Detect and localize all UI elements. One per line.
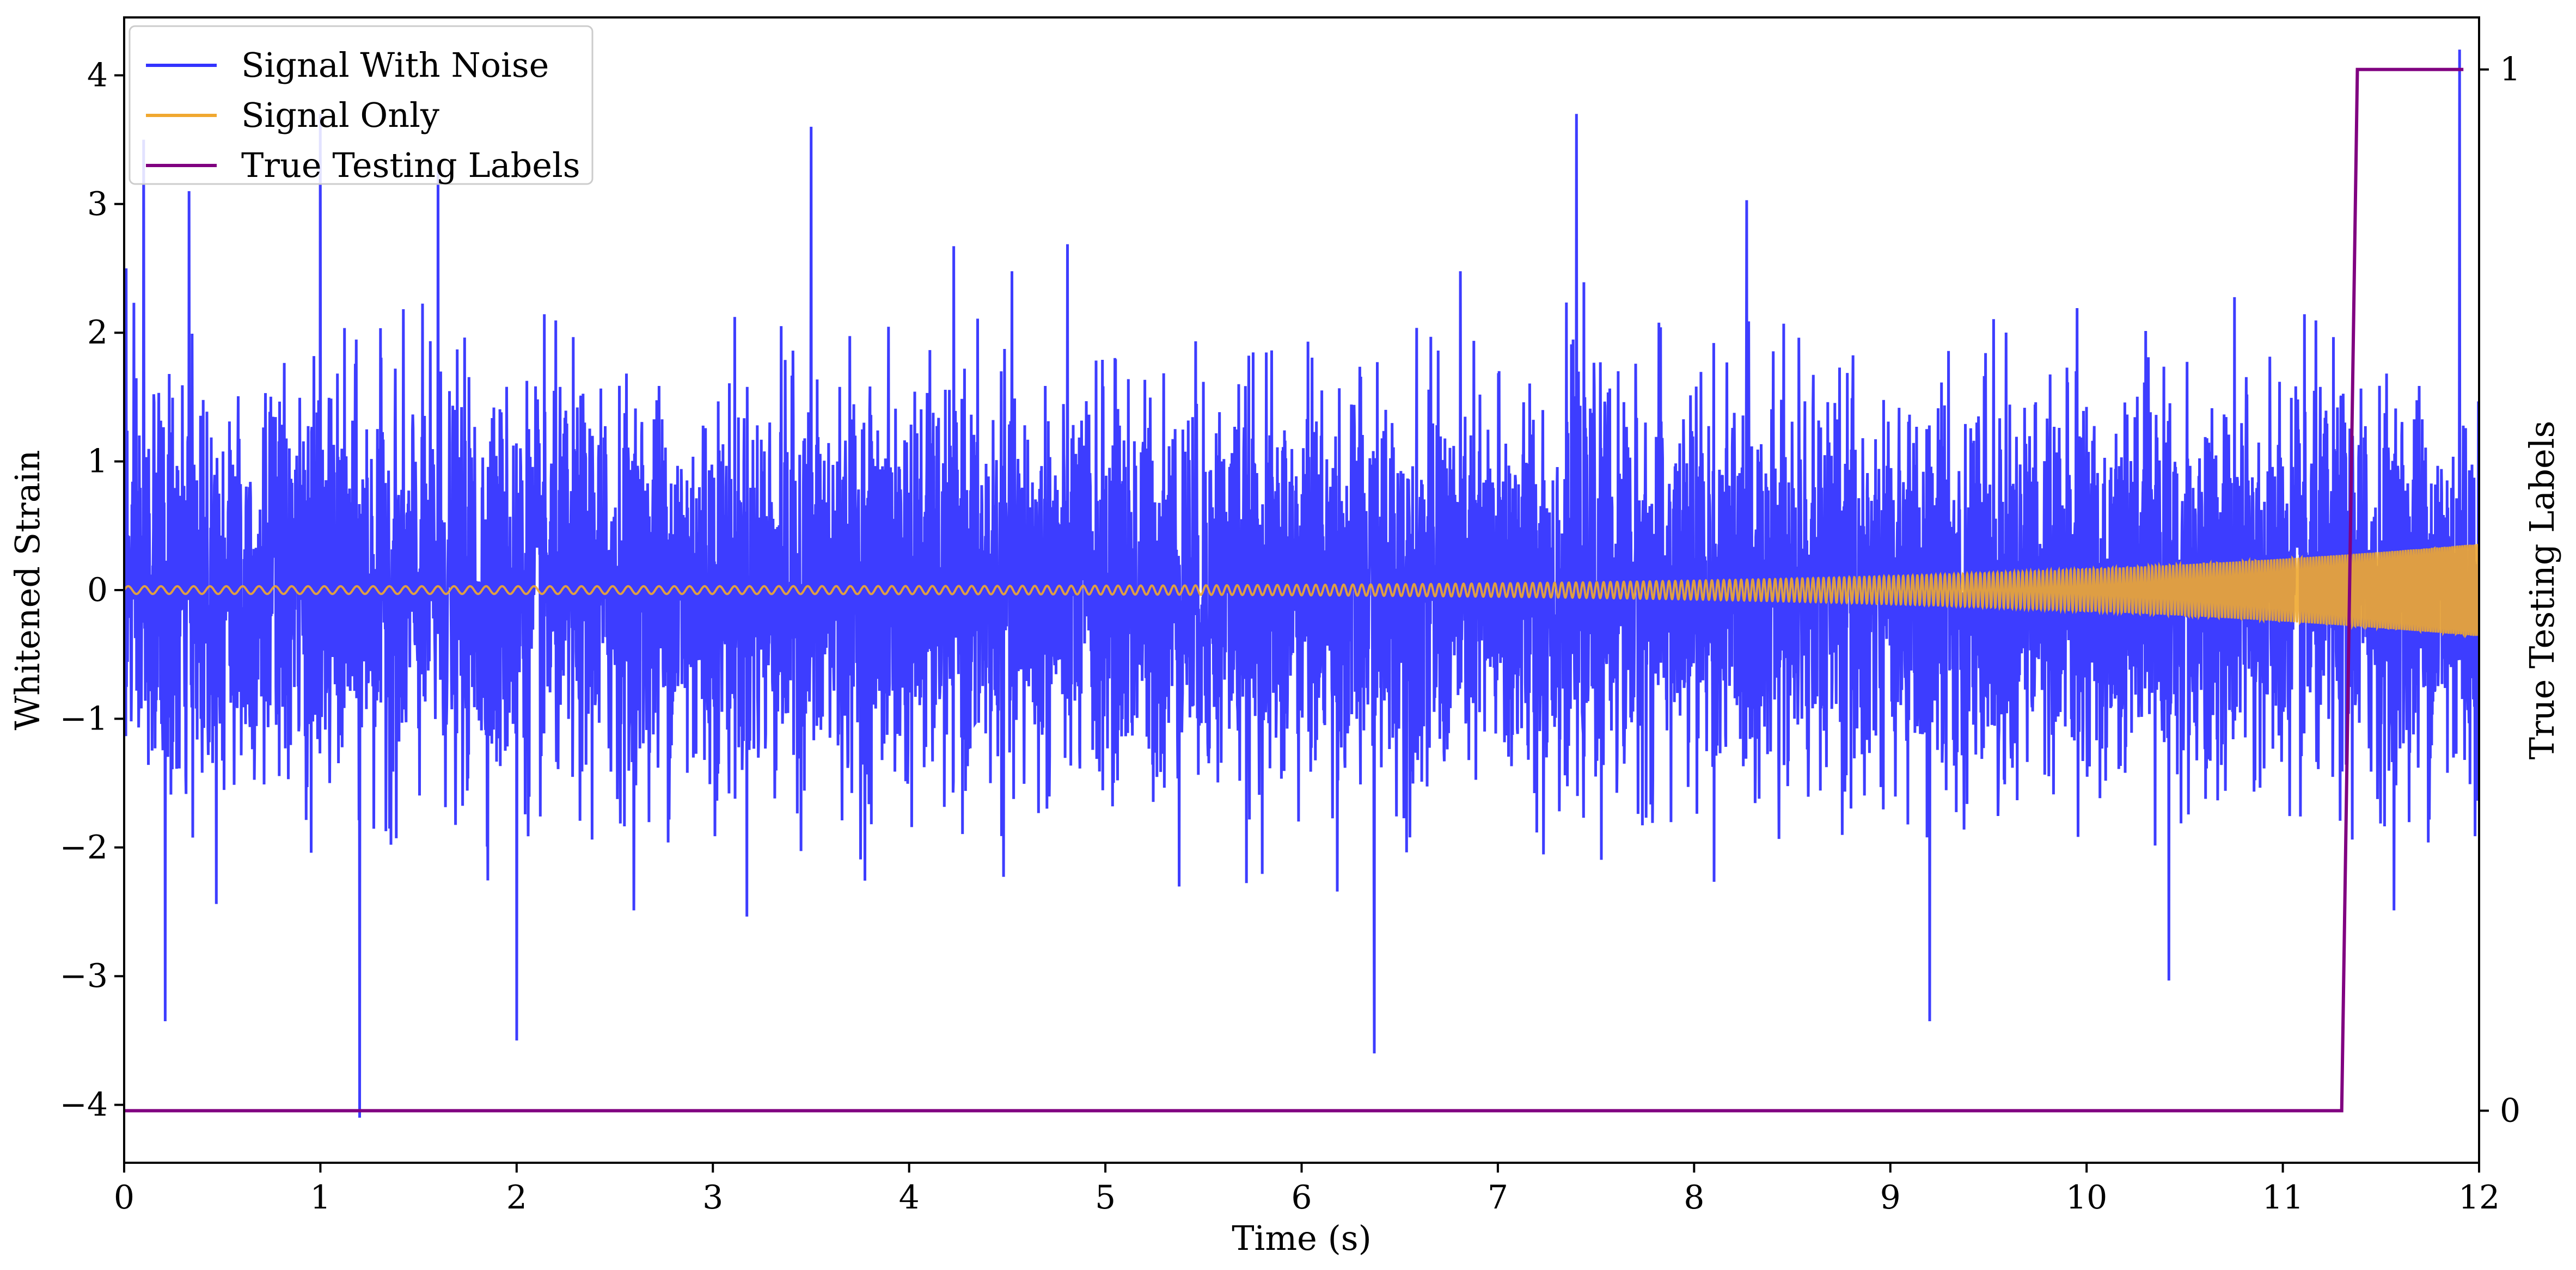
series-signal-only: [124, 544, 2479, 639]
y-tick-label: −2: [60, 829, 108, 867]
series-signal-with-noise: [124, 50, 2479, 1118]
x-tick-label: 11: [2262, 1179, 2303, 1217]
legend-entry-signal-only-label: Signal Only: [241, 95, 439, 135]
y-tick-label: 3: [87, 185, 108, 223]
x-tick-label: 12: [2458, 1179, 2500, 1217]
x-tick-label: 7: [1488, 1179, 1508, 1217]
y-tick-label: −3: [60, 957, 108, 995]
x-tick-label: 10: [2066, 1179, 2107, 1217]
x-axis-label: Time (s): [1232, 1218, 1372, 1258]
y-tick-label: −4: [60, 1086, 108, 1124]
x-tick-label: 2: [506, 1179, 527, 1217]
y2-tick-label: 0: [2500, 1091, 2520, 1130]
y-tick-label: 4: [87, 56, 108, 94]
y-tick-label: −1: [60, 700, 108, 738]
y-tick-label: 2: [87, 314, 108, 352]
legend: Signal With Noise Signal Only True Testing…: [129, 25, 593, 185]
legend-box: [129, 25, 593, 185]
x-tick-label: 0: [114, 1179, 134, 1217]
y2-tick-label: 1: [2500, 51, 2520, 89]
y-tick-label: 0: [87, 571, 108, 609]
legend-entry-true-testing-labels-label: True Testing Labels: [241, 145, 580, 185]
y-axis-label: Whitened Strain: [8, 450, 47, 731]
x-tick-label: 6: [1291, 1179, 1312, 1217]
y-tick-label: 1: [87, 443, 108, 481]
plot-area: [124, 50, 2479, 1118]
x-tick-label: 5: [1095, 1179, 1116, 1217]
x-tick-label: 1: [310, 1179, 331, 1217]
x-tick-label: 9: [1880, 1179, 1901, 1217]
y2-axis-label: True Testing Labels: [2522, 421, 2562, 760]
x-tick-label: 3: [702, 1179, 723, 1217]
x-tick-label: 4: [899, 1179, 920, 1217]
legend-entry-signal-with-noise-label: Signal With Noise: [241, 45, 549, 85]
x-tick-label: 8: [1684, 1179, 1704, 1217]
series-true-testing-labels: [124, 68, 2464, 1113]
